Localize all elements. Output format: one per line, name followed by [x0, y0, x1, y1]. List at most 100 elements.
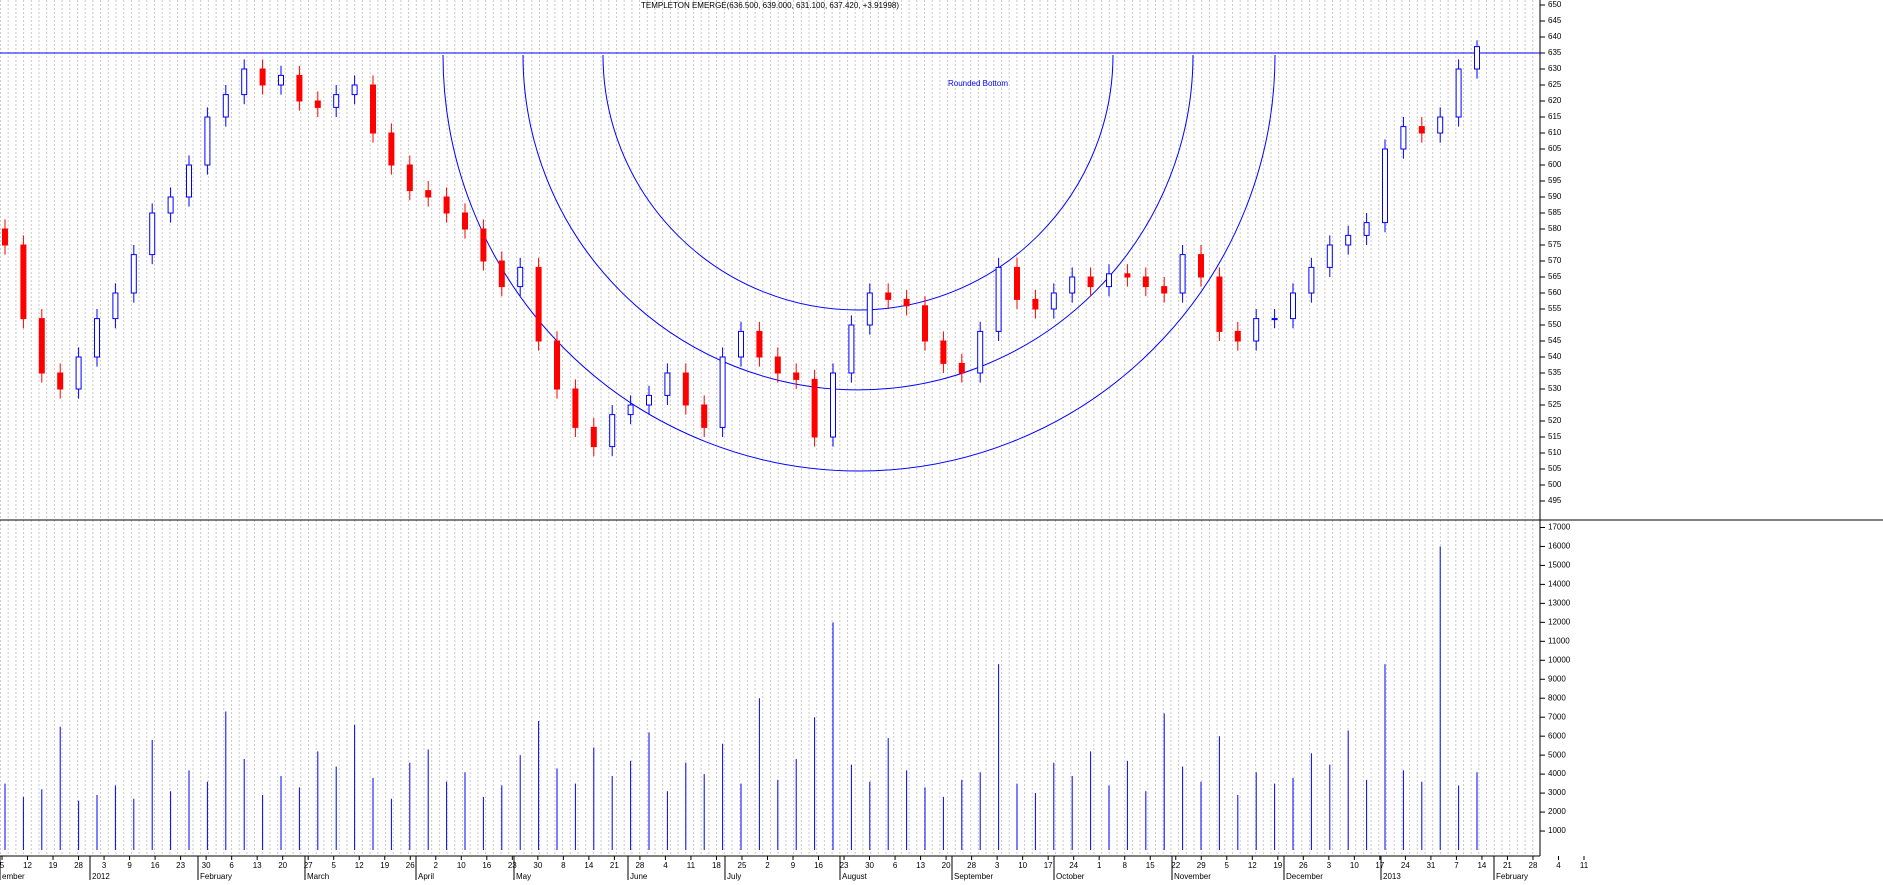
candle-body	[1253, 318, 1260, 342]
x-tick-label: 2	[765, 861, 770, 870]
candle-body	[186, 164, 192, 198]
month-label: July	[727, 872, 741, 881]
x-tick-label: 10	[1018, 861, 1027, 870]
y-tick-label: 545	[1548, 336, 1562, 345]
y-tick-label: 630	[1548, 64, 1562, 73]
candle-body	[940, 340, 947, 364]
candle-body	[1198, 254, 1204, 278]
candle-body	[351, 84, 358, 96]
x-tick-label: 6	[229, 861, 234, 870]
x-tick-label: 23	[508, 861, 517, 870]
v-tick-label: 4000	[1548, 769, 1566, 778]
x-tick-label: 31	[1426, 861, 1435, 870]
candle-body	[498, 260, 505, 288]
x-tick-label: 9	[791, 861, 796, 870]
month-label: November	[1174, 872, 1211, 881]
y-tick-label: 550	[1548, 320, 1562, 329]
x-tick-label: 24	[1069, 861, 1078, 870]
x-tick-label: 26	[1299, 861, 1308, 870]
x-tick-label: 20	[278, 861, 287, 870]
x-tick-label: 10	[1350, 861, 1359, 870]
x-tick-label: 14	[1477, 861, 1486, 870]
x-tick-label: 27	[304, 861, 313, 870]
candle-body	[517, 266, 524, 288]
x-tick-label: 3	[102, 861, 107, 870]
candle-body	[977, 330, 984, 374]
month-label: March	[307, 872, 329, 881]
x-tick-label: 6	[893, 861, 898, 870]
y-tick-label: 555	[1548, 304, 1562, 313]
month-label: December	[1286, 872, 1323, 881]
x-tick-label: 26	[406, 861, 415, 870]
x-tick-label: 3	[1327, 861, 1332, 870]
x-tick-label: 18	[712, 861, 721, 870]
month-label: September	[954, 872, 993, 881]
candle-body	[995, 266, 1002, 332]
candle-body	[1179, 254, 1186, 294]
candle-body	[1271, 318, 1278, 321]
candle-body	[719, 356, 726, 428]
grid-pattern	[0, 0, 1540, 856]
y-tick-label: 605	[1548, 144, 1562, 153]
candle-body	[1437, 116, 1444, 134]
x-tick-label: 1	[1097, 861, 1102, 870]
candle-body	[1124, 273, 1131, 278]
x-tick-label: 30	[202, 861, 211, 870]
candle-body	[535, 266, 542, 342]
v-tick-label: 10000	[1548, 655, 1571, 664]
candle-body	[94, 318, 100, 358]
x-tick-label: 19	[1273, 861, 1282, 870]
candle-body	[1087, 276, 1094, 288]
candle-body	[664, 372, 671, 396]
candle-body	[2, 228, 8, 246]
candle-body	[774, 356, 781, 374]
candle-body	[1382, 148, 1388, 224]
candle-body	[1455, 68, 1462, 118]
candle-body	[333, 94, 340, 108]
v-tick-label: 6000	[1548, 731, 1566, 740]
y-tick-label: 585	[1548, 208, 1562, 217]
y-tick-label: 575	[1548, 240, 1562, 249]
x-tick-label: 28	[1529, 861, 1538, 870]
candle-body	[1474, 46, 1480, 70]
x-tick-label: 12	[355, 861, 364, 870]
x-tick-label: 2	[434, 861, 439, 870]
y-tick-label: 650	[1548, 0, 1562, 9]
y-tick-label: 580	[1548, 224, 1562, 233]
y-tick-label: 595	[1548, 176, 1562, 185]
candle-body	[167, 196, 174, 214]
x-tick-label: 12	[1248, 861, 1257, 870]
x-tick-label: 17	[1044, 861, 1053, 870]
candle-body	[811, 378, 818, 438]
x-tick-label: 28	[967, 861, 976, 870]
candle-body	[922, 305, 928, 342]
y-tick-label: 500	[1548, 480, 1562, 489]
candle-body	[1418, 126, 1425, 134]
y-tick-label: 625	[1548, 80, 1562, 89]
y-tick-label: 495	[1548, 496, 1562, 505]
x-tick-label: 30	[865, 861, 874, 870]
candle-body	[388, 132, 395, 166]
candle-body	[1345, 234, 1352, 246]
x-tick-label: 19	[380, 861, 389, 870]
x-tick-label: 20	[942, 861, 951, 870]
candle-body	[241, 68, 248, 96]
arcs	[442, 54, 1276, 472]
x-tick-label: 5	[331, 861, 336, 870]
candle-body	[370, 84, 376, 134]
month-label: May	[516, 872, 531, 881]
candle-body	[1106, 273, 1112, 288]
candle-body	[1069, 276, 1076, 294]
x-tick-label: 4	[1556, 861, 1561, 870]
candle-body	[830, 372, 836, 438]
annotation: Rounded Bottom	[948, 79, 1008, 88]
v-tick-label: 14000	[1548, 580, 1571, 589]
candle-body	[554, 340, 560, 390]
x-tick-label: 17	[1375, 861, 1384, 870]
candle-body	[1216, 276, 1223, 332]
candle-body	[425, 190, 432, 198]
x-tick-label: 21	[1503, 861, 1512, 870]
x-tick-label: 11	[1580, 861, 1589, 870]
y-tick-label: 560	[1548, 288, 1562, 297]
